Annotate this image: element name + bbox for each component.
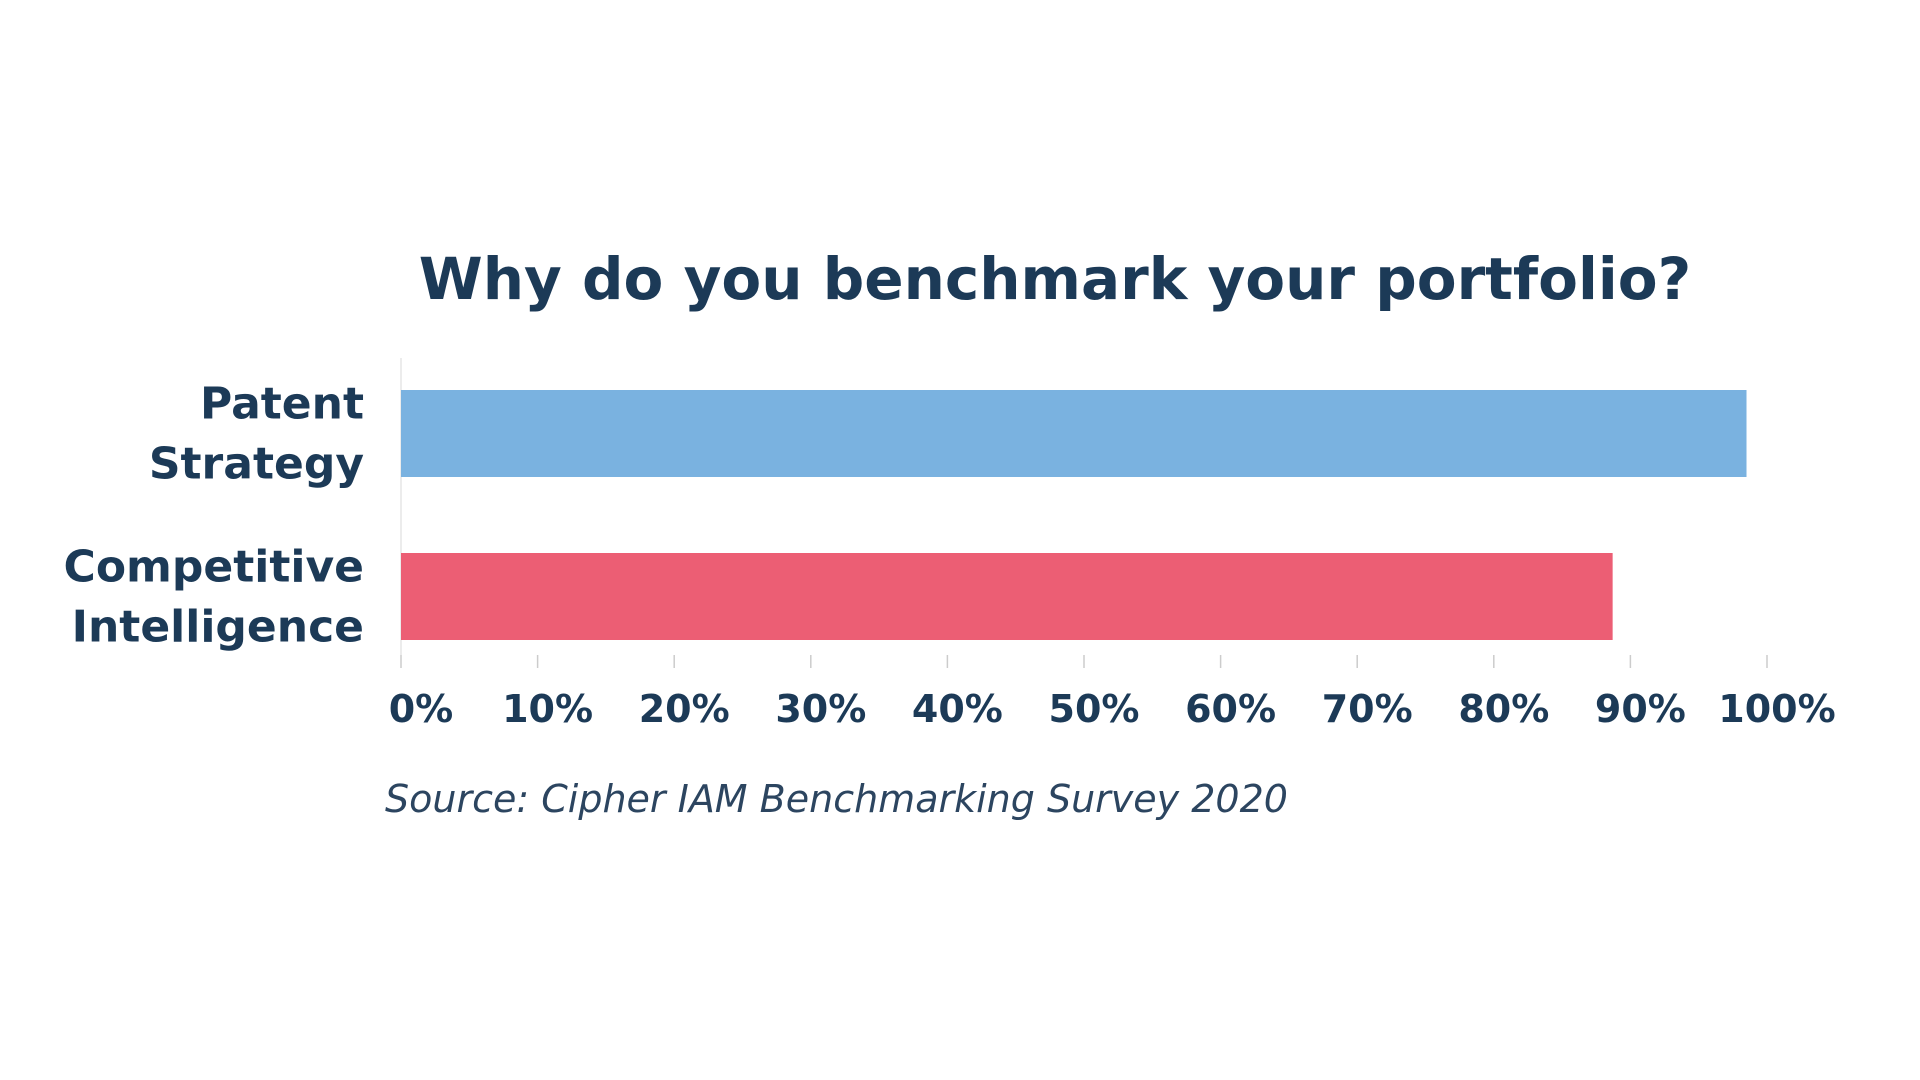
x-tick-label-7: 70%: [1322, 687, 1413, 731]
x-tick-label-2: 20%: [639, 687, 730, 731]
x-tick-label-6: 60%: [1185, 687, 1276, 731]
x-tick-label-0: 0%: [389, 687, 454, 731]
x-tick-label-3: 30%: [775, 687, 866, 731]
x-tick-label-10: 100%: [1718, 687, 1835, 731]
x-tick-label-8: 80%: [1458, 687, 1549, 731]
x-tick-label-9: 90%: [1595, 687, 1686, 731]
x-tick-label-4: 40%: [912, 687, 1003, 731]
category-label-2: Competitive Intelligence: [64, 542, 364, 653]
chart-title: Why do you benchmark your portfolio?: [418, 245, 1692, 313]
bar-2: [401, 553, 1613, 640]
source-note: Source: Cipher IAM Benchmarking Survey 2…: [385, 777, 1288, 821]
bar-1: [401, 390, 1747, 477]
category-label-1: Patent Strategy: [149, 379, 364, 490]
x-tick-label-1: 10%: [502, 687, 593, 731]
x-tick-label-5: 50%: [1049, 687, 1140, 731]
